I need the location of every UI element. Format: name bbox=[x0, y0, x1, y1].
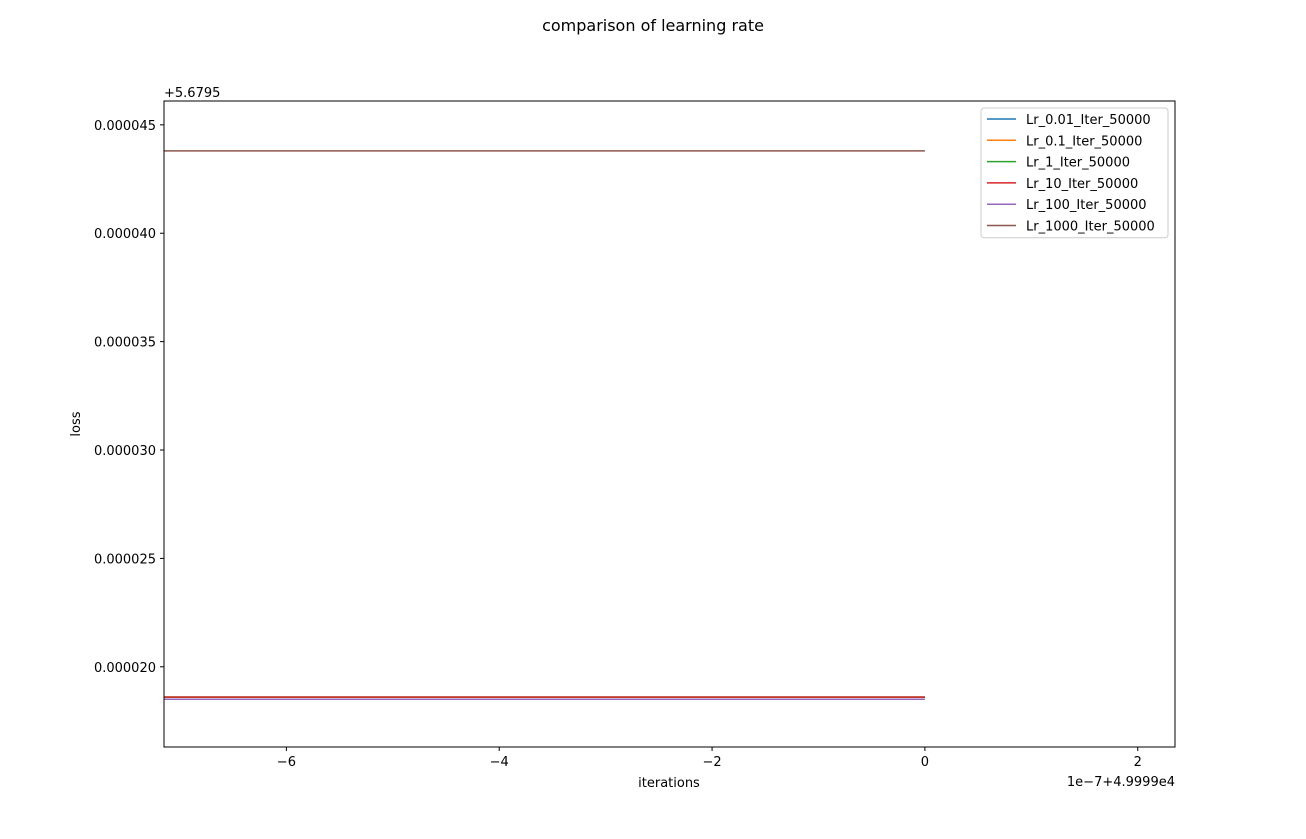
y-tick-label: 0.000020 bbox=[94, 661, 156, 676]
legend-label-4: Lr_100_Iter_50000 bbox=[1026, 198, 1147, 213]
y-offset-label: +5.6795 bbox=[164, 86, 220, 101]
legend: Lr_0.01_Iter_50000 Lr_0.1_Iter_50000 Lr_1_… bbox=[980, 107, 1169, 239]
y-axis-ticks: 0.000020 0.000025 0.000030 0.000035 0.000040… bbox=[94, 119, 164, 676]
x-tick-label: 2 bbox=[1134, 755, 1142, 770]
y-tick-label: 0.000030 bbox=[94, 444, 156, 459]
x-offset-label: 1e−7+4.9999e4 bbox=[1067, 775, 1175, 790]
y-tick-label: 0.000035 bbox=[94, 336, 156, 351]
legend-label-5: Lr_1000_Iter_50000 bbox=[1026, 220, 1155, 235]
x-tick-label: −4 bbox=[490, 755, 509, 770]
y-tick-label: 0.000040 bbox=[94, 227, 156, 242]
y-axis-label: loss bbox=[69, 411, 84, 436]
x-tick-label: 0 bbox=[921, 755, 929, 770]
legend-label-3: Lr_10_Iter_50000 bbox=[1026, 177, 1138, 192]
plot-frame bbox=[163, 100, 1176, 748]
legend-label-0: Lr_0.01_Iter_50000 bbox=[1026, 113, 1151, 128]
legend-label-1: Lr_0.1_Iter_50000 bbox=[1026, 134, 1142, 149]
x-axis-label: iterations bbox=[638, 776, 700, 791]
legend-label-2: Lr_1_Iter_50000 bbox=[1026, 156, 1130, 171]
x-axis-ticks: −6 −4 −2 0 2 bbox=[277, 747, 1142, 770]
x-tick-label: −2 bbox=[702, 755, 721, 770]
y-tick-label: 0.000045 bbox=[94, 119, 156, 134]
legend-box bbox=[980, 107, 1169, 239]
x-tick-label: −6 bbox=[277, 755, 296, 770]
chart-title: comparison of learning rate bbox=[542, 16, 764, 35]
y-tick-label: 0.000025 bbox=[94, 552, 156, 567]
plot-area bbox=[164, 150, 925, 701]
